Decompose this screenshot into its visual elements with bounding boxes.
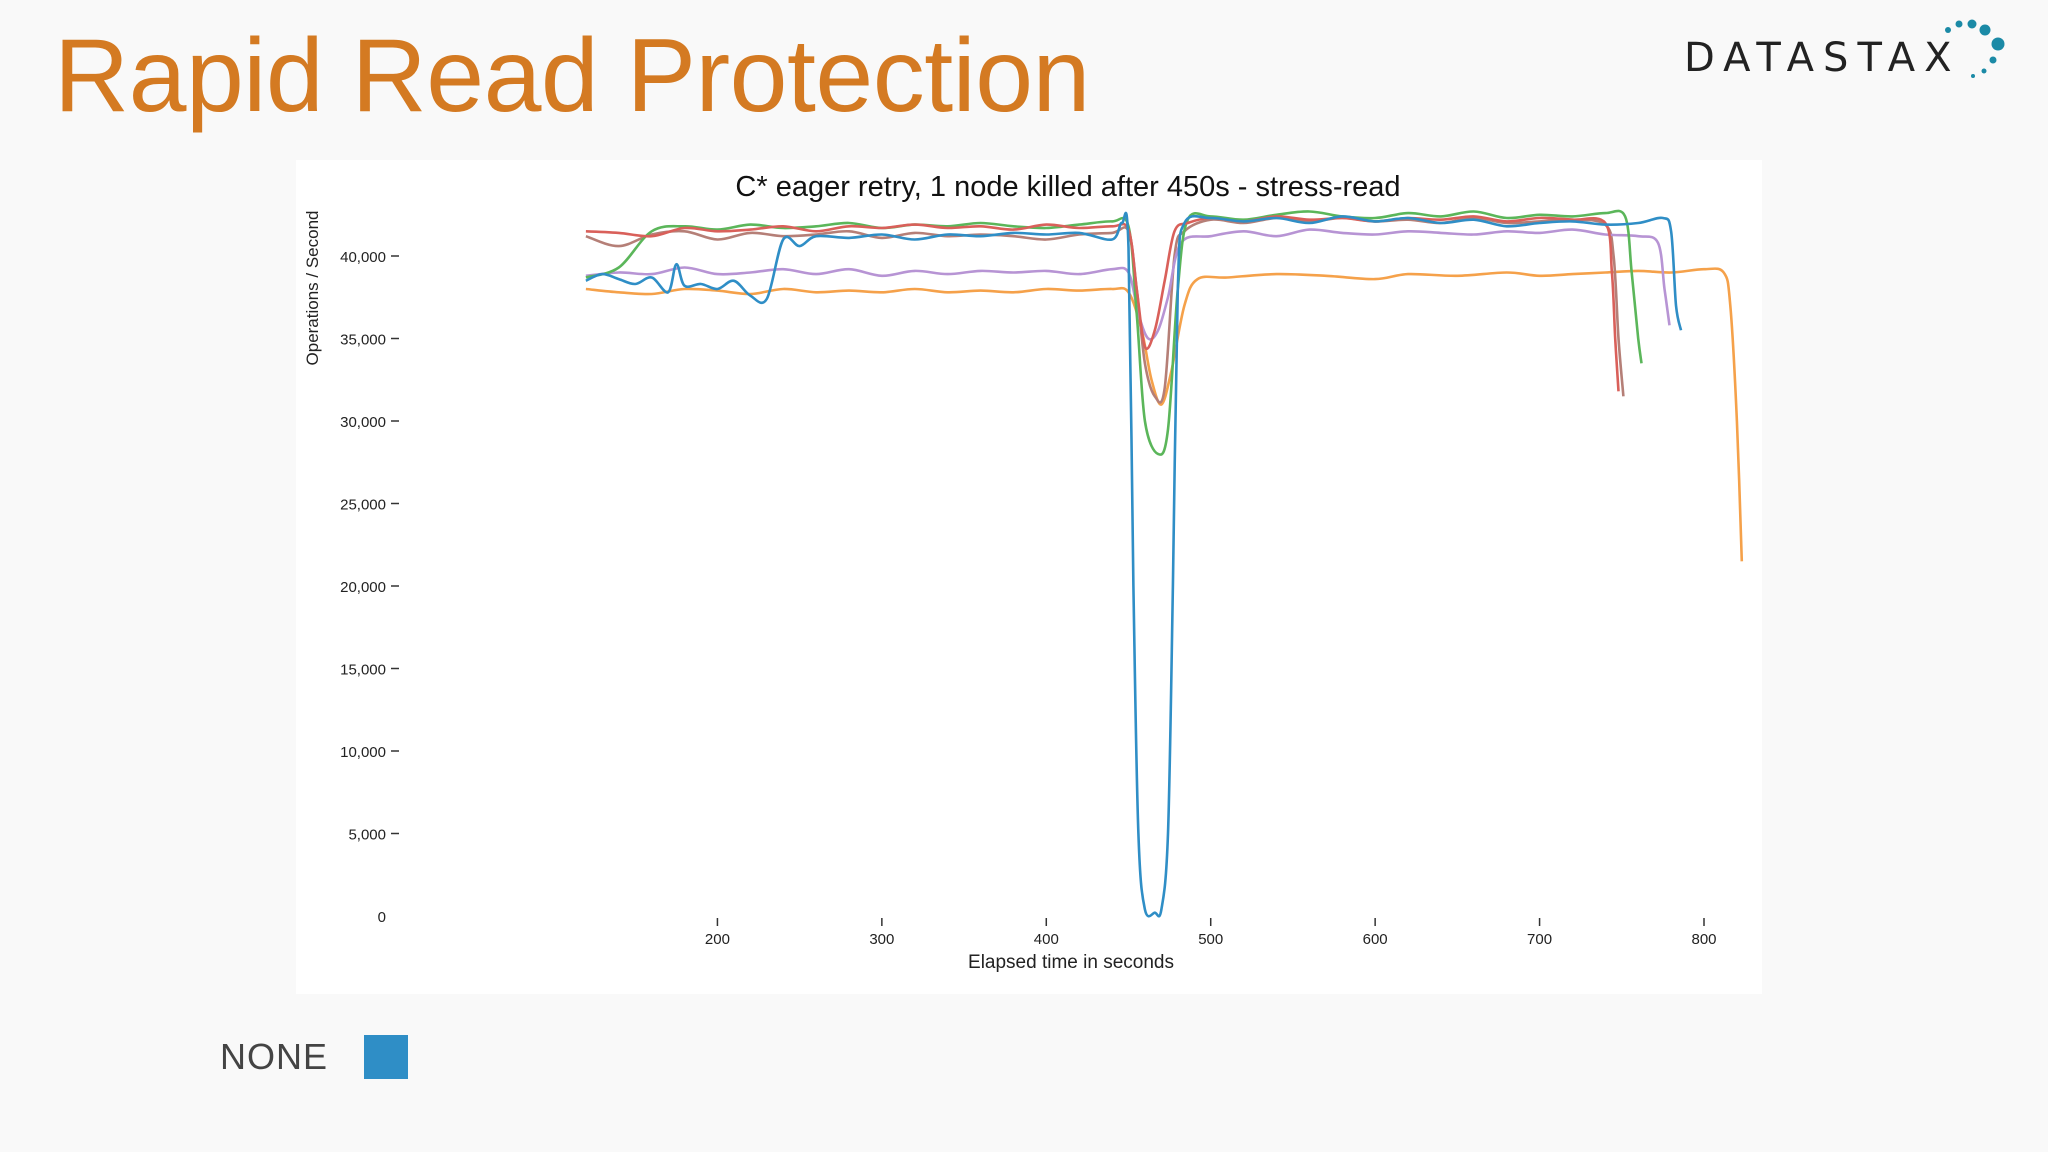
- x-tick-label: 400: [1034, 931, 1059, 948]
- y-tick-label: 30,000: [340, 414, 386, 431]
- y-tick-label: 15,000: [340, 662, 386, 679]
- series-line-4: [585, 209, 1643, 456]
- x-tick-label: 600: [1363, 931, 1388, 948]
- y-axis-ticks: 0 5,000 10,000 15,000 20,000 25,000 30,000 35,0…: [340, 249, 399, 926]
- logo-wordmark: DATASTAX: [1684, 35, 1961, 81]
- y-tick-label: 25,000: [340, 497, 386, 514]
- chart-panel: C* eager retry, 1 node killed after 450s…: [296, 160, 1762, 994]
- y-tick-label: 0: [378, 909, 386, 926]
- y-axis-label: Operations / Second: [303, 211, 322, 366]
- datastax-logo: DATASTAX: [1680, 18, 2020, 90]
- y-tick-label: 35,000: [340, 332, 386, 349]
- legend-swatch: [364, 1035, 409, 1079]
- y-tick-label: 40,000: [340, 249, 386, 266]
- logo-dots-icon: [1945, 19, 2005, 78]
- series-line-6: [585, 211, 1683, 918]
- x-tick-label: 200: [705, 931, 730, 948]
- series-lines: [585, 209, 1744, 918]
- x-tick-label: 700: [1527, 931, 1552, 948]
- x-tick-label: 500: [1198, 931, 1223, 948]
- x-axis-ticks: 200 300 400 500 600 700 800: [705, 918, 1717, 948]
- chart-title: C* eager retry, 1 node killed after 450s…: [735, 171, 1400, 203]
- y-tick-label: 10,000: [340, 744, 386, 761]
- series-line-1: [585, 267, 1744, 562]
- x-tick-label: 800: [1691, 931, 1716, 948]
- series-line-2: [585, 216, 1625, 404]
- slide-title: Rapid Read Protection: [54, 18, 1090, 134]
- x-tick-label: 300: [869, 931, 894, 948]
- series-line-5: [585, 215, 1620, 392]
- legend: NONE: [220, 1034, 409, 1080]
- y-tick-label: 20,000: [340, 579, 386, 596]
- y-tick-label: 5,000: [348, 827, 386, 844]
- x-axis-label: Elapsed time in seconds: [968, 952, 1174, 973]
- line-chart: C* eager retry, 1 node killed after 450s…: [303, 171, 1744, 973]
- legend-label: NONE: [220, 1036, 329, 1077]
